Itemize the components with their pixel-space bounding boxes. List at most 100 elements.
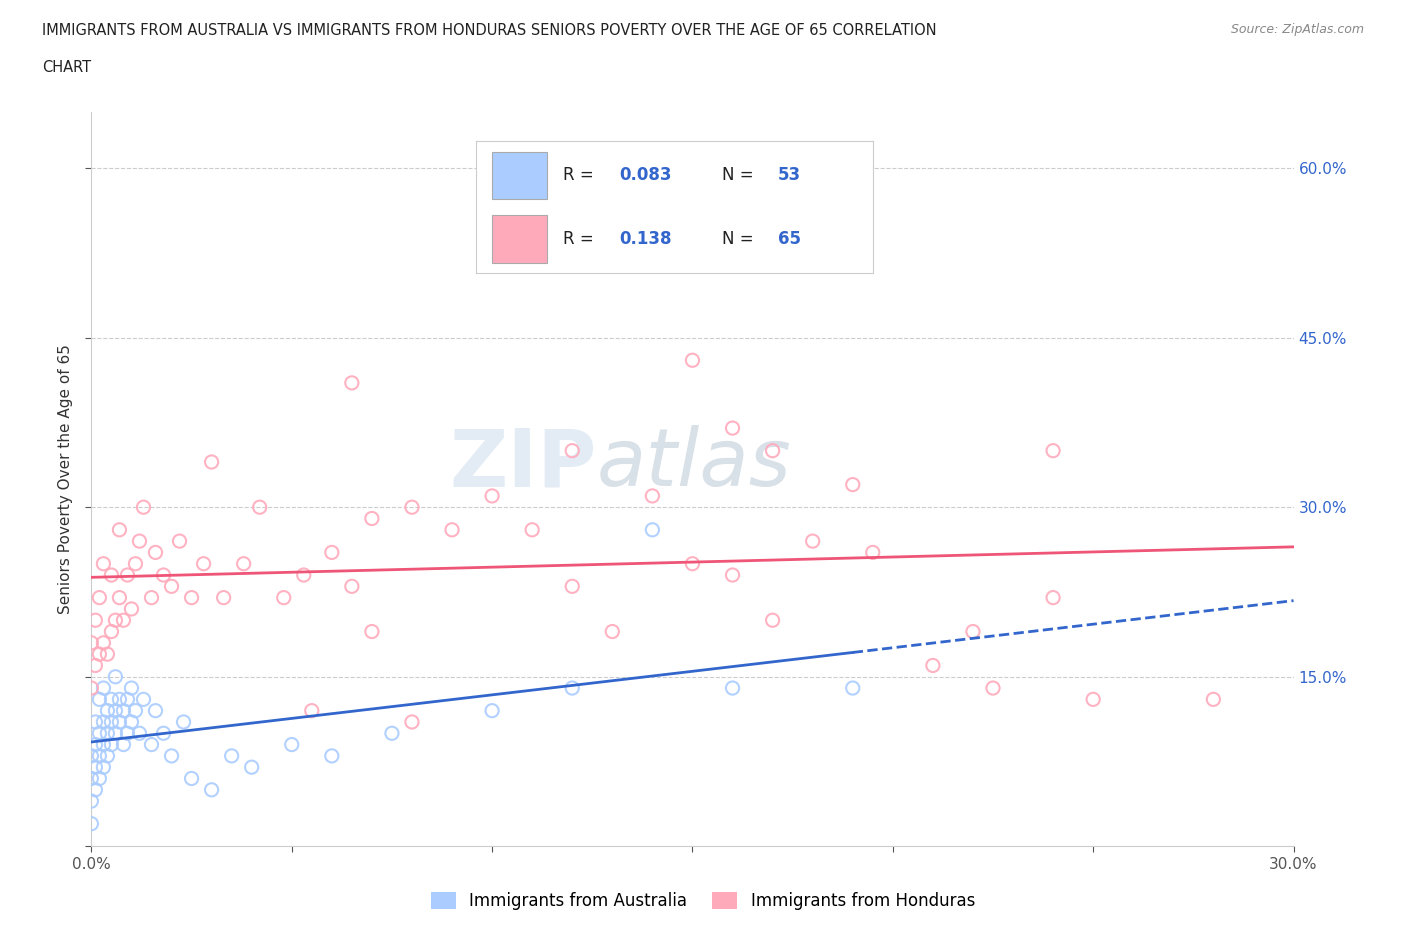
- Point: [89, 771, 111, 786]
- Point: [80, 793, 103, 808]
- Point: [721, 420, 744, 435]
- Point: [108, 523, 131, 538]
- Bar: [492, 152, 547, 199]
- Point: [96, 703, 118, 718]
- Point: [360, 512, 382, 526]
- Point: [561, 681, 583, 696]
- Point: [89, 692, 111, 707]
- Point: [292, 567, 315, 582]
- Point: [84, 782, 107, 797]
- Point: [112, 737, 135, 752]
- Point: [132, 692, 155, 707]
- Point: [273, 591, 295, 605]
- Point: [681, 352, 703, 367]
- Point: [84, 658, 107, 673]
- Point: [80, 681, 103, 696]
- Point: [89, 591, 111, 605]
- Point: [321, 545, 343, 560]
- Point: [201, 782, 224, 797]
- Point: [80, 635, 103, 650]
- Point: [232, 556, 254, 571]
- Text: atlas: atlas: [596, 425, 792, 503]
- Point: [681, 556, 703, 571]
- Point: [152, 567, 174, 582]
- Point: [481, 240, 503, 255]
- Point: [762, 444, 785, 458]
- Point: [841, 477, 863, 492]
- Point: [128, 725, 150, 740]
- Bar: [492, 215, 547, 262]
- Point: [93, 681, 115, 696]
- Point: [80, 771, 103, 786]
- Point: [1042, 444, 1064, 458]
- Point: [401, 714, 423, 729]
- Point: [117, 692, 139, 707]
- Point: [481, 703, 503, 718]
- Text: R =: R =: [564, 230, 605, 248]
- Point: [641, 488, 664, 503]
- Point: [212, 591, 235, 605]
- Point: [93, 760, 115, 775]
- Point: [108, 692, 131, 707]
- Point: [401, 499, 423, 514]
- Text: IMMIGRANTS FROM AUSTRALIA VS IMMIGRANTS FROM HONDURAS SENIORS POVERTY OVER THE A: IMMIGRANTS FROM AUSTRALIA VS IMMIGRANTS …: [42, 23, 936, 38]
- Y-axis label: Seniors Poverty Over the Age of 65: Seniors Poverty Over the Age of 65: [58, 344, 73, 614]
- Point: [104, 613, 127, 628]
- Point: [112, 613, 135, 628]
- Point: [340, 376, 363, 391]
- Point: [141, 737, 163, 752]
- Point: [281, 737, 304, 752]
- Point: [104, 725, 127, 740]
- Point: [104, 703, 127, 718]
- Point: [1042, 591, 1064, 605]
- Point: [862, 545, 884, 560]
- Point: [721, 567, 744, 582]
- Point: [89, 749, 111, 764]
- Point: [132, 499, 155, 514]
- Text: 0.083: 0.083: [619, 166, 672, 184]
- Point: [93, 737, 115, 752]
- Point: [141, 591, 163, 605]
- Point: [100, 737, 122, 752]
- Point: [96, 646, 118, 661]
- Point: [561, 444, 583, 458]
- Text: ZIP: ZIP: [449, 425, 596, 503]
- Point: [104, 670, 127, 684]
- Point: [841, 681, 863, 696]
- Point: [124, 556, 146, 571]
- Point: [602, 624, 624, 639]
- Point: [96, 749, 118, 764]
- Point: [117, 725, 139, 740]
- Legend: Immigrants from Australia, Immigrants from Honduras: Immigrants from Australia, Immigrants fr…: [425, 885, 981, 917]
- Point: [221, 749, 243, 764]
- Text: 65: 65: [778, 230, 800, 248]
- Point: [145, 703, 167, 718]
- Point: [93, 714, 115, 729]
- Point: [762, 613, 785, 628]
- Text: 0.138: 0.138: [619, 230, 672, 248]
- Point: [152, 725, 174, 740]
- Point: [249, 499, 271, 514]
- Point: [1202, 692, 1225, 707]
- Point: [84, 760, 107, 775]
- Point: [100, 624, 122, 639]
- Point: [340, 578, 363, 593]
- Text: N =: N =: [723, 230, 759, 248]
- Point: [100, 692, 122, 707]
- Text: R =: R =: [564, 166, 599, 184]
- Point: [321, 749, 343, 764]
- Point: [160, 578, 183, 593]
- Point: [801, 534, 824, 549]
- Point: [721, 681, 744, 696]
- Point: [522, 523, 544, 538]
- Point: [1083, 692, 1105, 707]
- Point: [121, 714, 143, 729]
- Point: [121, 681, 143, 696]
- Point: [84, 613, 107, 628]
- Point: [201, 455, 224, 470]
- Point: [381, 725, 404, 740]
- Point: [112, 703, 135, 718]
- Point: [173, 714, 195, 729]
- Point: [128, 534, 150, 549]
- Text: 53: 53: [778, 166, 800, 184]
